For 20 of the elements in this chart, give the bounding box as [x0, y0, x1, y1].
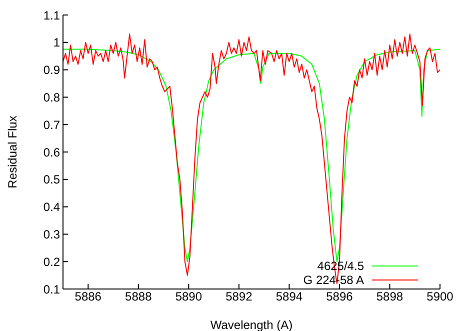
y-tick-label: 0.8	[43, 90, 60, 104]
y-tick-label: 0.6	[43, 145, 60, 160]
y-tick-label: 1.1	[43, 8, 60, 22]
y-tick-label: 0.3	[43, 227, 60, 242]
y-tick-label: 0.9	[43, 63, 60, 78]
y-tick-label: 0.5	[43, 172, 60, 187]
x-tick-label: 5896	[326, 290, 354, 304]
x-tick-label: 5886	[74, 290, 102, 304]
x-tick-label: 5890	[175, 290, 202, 304]
y-tick-label: 0.7	[43, 118, 60, 132]
x-tick-label: 5888	[125, 290, 152, 304]
y-tick-label: 0.4	[43, 200, 60, 214]
y-tick-label: 0.1	[43, 282, 60, 296]
y-tick-label: 1	[53, 36, 60, 50]
x-tick-label: 5892	[226, 290, 253, 304]
x-tick-label: 5898	[376, 290, 404, 304]
x-tick-label: 5900	[426, 290, 454, 304]
y-axis-title: Residual Flux	[5, 116, 20, 188]
x-tick-label: 5894	[276, 290, 303, 304]
y-tick-label: 0.2	[43, 254, 60, 269]
